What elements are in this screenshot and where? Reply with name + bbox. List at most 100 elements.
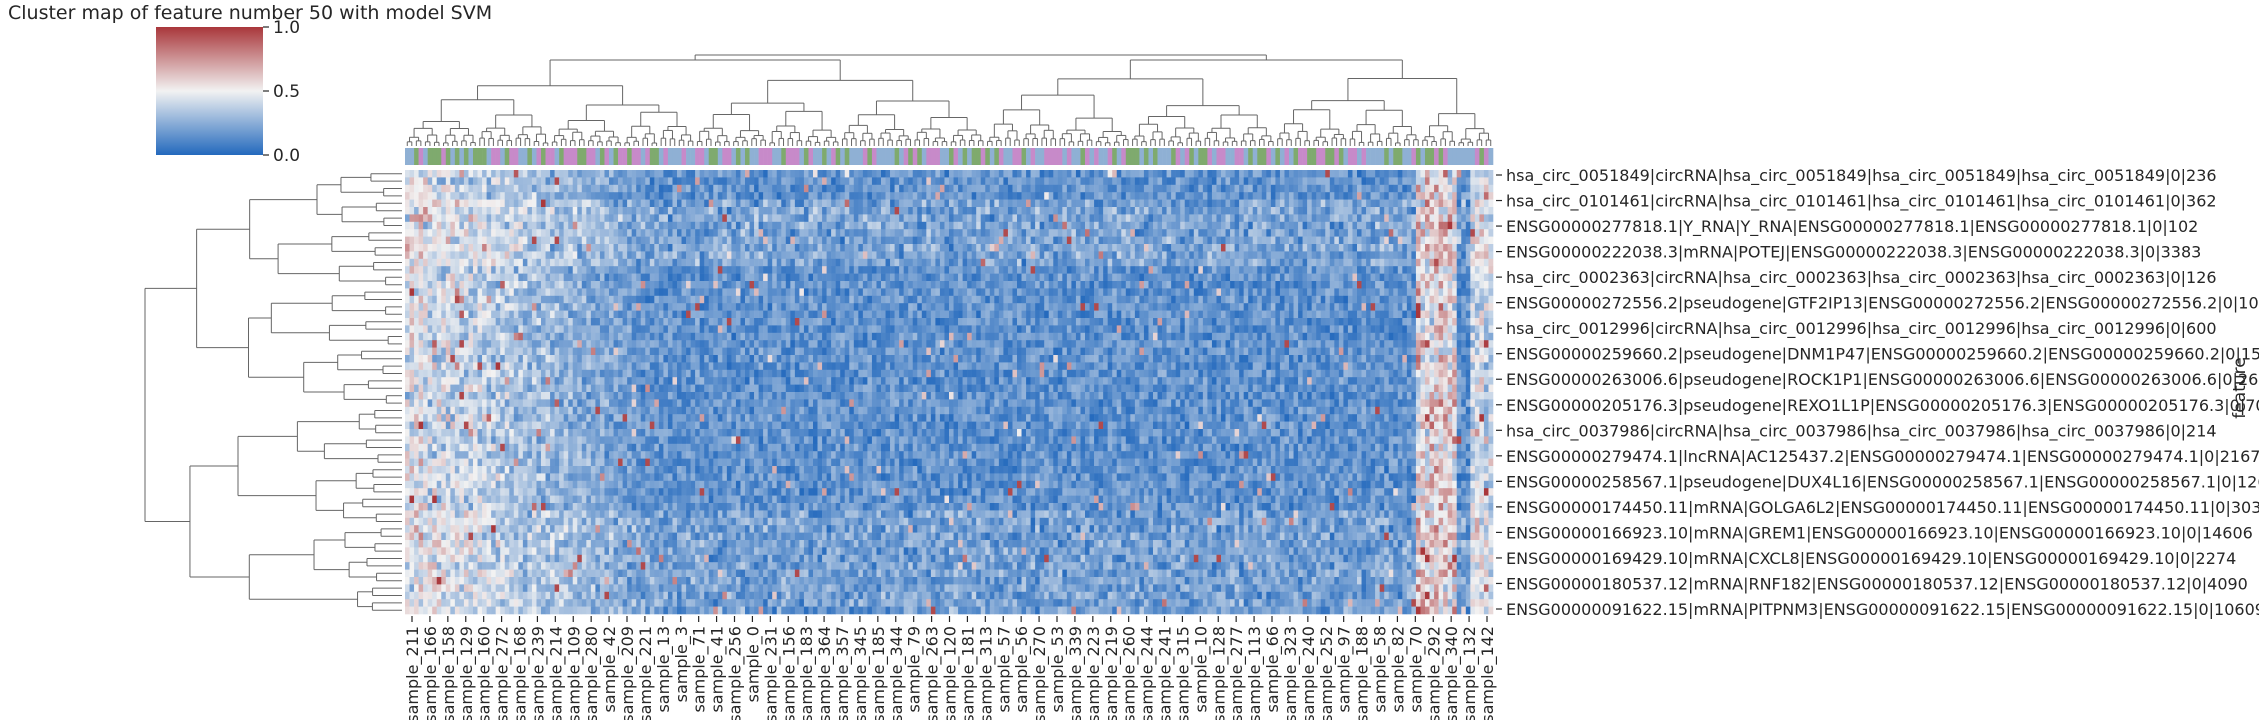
heatmap-cell	[772, 170, 778, 178]
heatmap-cell	[944, 266, 950, 274]
heatmap-cell	[1044, 273, 1050, 282]
heatmap-cell	[468, 236, 474, 245]
annotation-cell	[885, 148, 891, 165]
annotation-cell	[808, 148, 814, 165]
heatmap-cell	[1094, 244, 1099, 252]
heatmap-cell	[1003, 251, 1009, 260]
heatmap-cell	[500, 192, 506, 200]
heatmap-cell	[962, 184, 968, 193]
heatmap-cell	[876, 207, 882, 215]
heatmap-cell	[1225, 266, 1231, 274]
heatmap-cell	[1221, 266, 1226, 274]
heatmap-cell	[1153, 244, 1158, 252]
heatmap-cell	[1048, 221, 1054, 230]
heatmap-cell	[1443, 199, 1448, 208]
heatmap-cell	[1311, 207, 1317, 215]
heatmap-cell	[1298, 258, 1303, 267]
heatmap-cell	[1184, 244, 1190, 252]
heatmap-cell	[1017, 229, 1022, 237]
heatmap-cell	[767, 244, 773, 252]
heatmap-cell	[1171, 199, 1176, 208]
heatmap-cell	[890, 266, 895, 274]
heatmap-cell	[1075, 184, 1081, 193]
heatmap-cell	[1239, 251, 1244, 260]
heatmap-cell	[677, 170, 682, 178]
heatmap-cell	[527, 177, 533, 186]
heatmap-cell	[1447, 229, 1453, 237]
heatmap-cell	[1307, 258, 1312, 267]
heatmap-cell	[899, 266, 904, 274]
heatmap-cell	[799, 207, 805, 215]
heatmap-cell	[790, 199, 796, 208]
heatmap-cell	[939, 214, 945, 223]
heatmap-cell	[663, 192, 669, 200]
heatmap-cell	[1388, 207, 1394, 215]
heatmap-cell	[613, 214, 619, 223]
heatmap-cell	[708, 281, 714, 289]
heatmap-cell	[1162, 266, 1167, 274]
heatmap-cell	[1089, 221, 1095, 230]
heatmap-cell	[835, 177, 841, 186]
heatmap-cell	[813, 192, 818, 200]
heatmap-cell	[1443, 281, 1448, 289]
heatmap-cell	[994, 236, 1000, 245]
heatmap-cell	[536, 214, 542, 223]
heatmap-cell	[831, 236, 836, 245]
heatmap-cell	[450, 266, 456, 274]
heatmap-cell	[1162, 258, 1167, 267]
heatmap-cell	[491, 251, 496, 260]
heatmap-cell	[1130, 236, 1136, 245]
heatmap-cell	[899, 184, 904, 193]
heatmap-cell	[690, 251, 696, 260]
heatmap-cell	[731, 229, 737, 237]
heatmap-cell	[1298, 221, 1303, 230]
heatmap-cell	[577, 229, 583, 237]
heatmap-cell	[518, 281, 524, 289]
heatmap-cell	[1153, 170, 1158, 178]
heatmap-cell	[604, 192, 610, 200]
heatmap-cell	[980, 192, 986, 200]
heatmap-cell	[595, 207, 601, 215]
heatmap-cell	[690, 244, 696, 252]
heatmap-cell	[1483, 199, 1489, 208]
heatmap-cell	[1184, 251, 1190, 260]
heatmap-cell	[1343, 251, 1349, 260]
heatmap-cell	[1202, 177, 1208, 186]
heatmap-cell	[486, 229, 492, 237]
heatmap-cell	[1162, 273, 1167, 282]
heatmap-cell	[1239, 273, 1244, 282]
heatmap-cell	[1483, 266, 1489, 274]
heatmap-cell	[695, 236, 700, 245]
annotation-cell	[550, 148, 555, 165]
heatmap-cell	[1193, 251, 1199, 260]
heatmap-cell	[1388, 177, 1394, 186]
heatmap-cell	[840, 207, 846, 215]
heatmap-cell	[1379, 266, 1385, 274]
heatmap-cell	[808, 244, 814, 252]
heatmap-cell	[980, 244, 986, 252]
heatmap-cell	[599, 184, 605, 193]
heatmap-cell	[545, 184, 551, 193]
heatmap-cell	[1474, 251, 1480, 260]
heatmap-cell	[1338, 192, 1344, 200]
heatmap-cell	[1406, 170, 1412, 178]
heatmap-cell	[758, 229, 764, 237]
heatmap-cell	[463, 281, 469, 289]
heatmap-cell	[1470, 266, 1476, 274]
heatmap-cell	[1243, 221, 1249, 230]
heatmap-cell	[1483, 214, 1489, 223]
heatmap-cell	[781, 236, 787, 245]
heatmap-cell	[609, 170, 614, 178]
heatmap-cell	[890, 229, 895, 237]
heatmap-cell	[1125, 214, 1131, 223]
heatmap-cell	[853, 192, 859, 200]
heatmap-cell	[563, 214, 569, 223]
heatmap-cell	[486, 273, 492, 282]
heatmap-cell	[890, 170, 895, 178]
heatmap-cell	[654, 244, 660, 252]
heatmap-cell	[1270, 192, 1276, 200]
heatmap-cell	[658, 199, 664, 208]
heatmap-cell	[495, 170, 501, 178]
heatmap-cell	[1066, 251, 1072, 260]
heatmap-cell	[1338, 199, 1344, 208]
